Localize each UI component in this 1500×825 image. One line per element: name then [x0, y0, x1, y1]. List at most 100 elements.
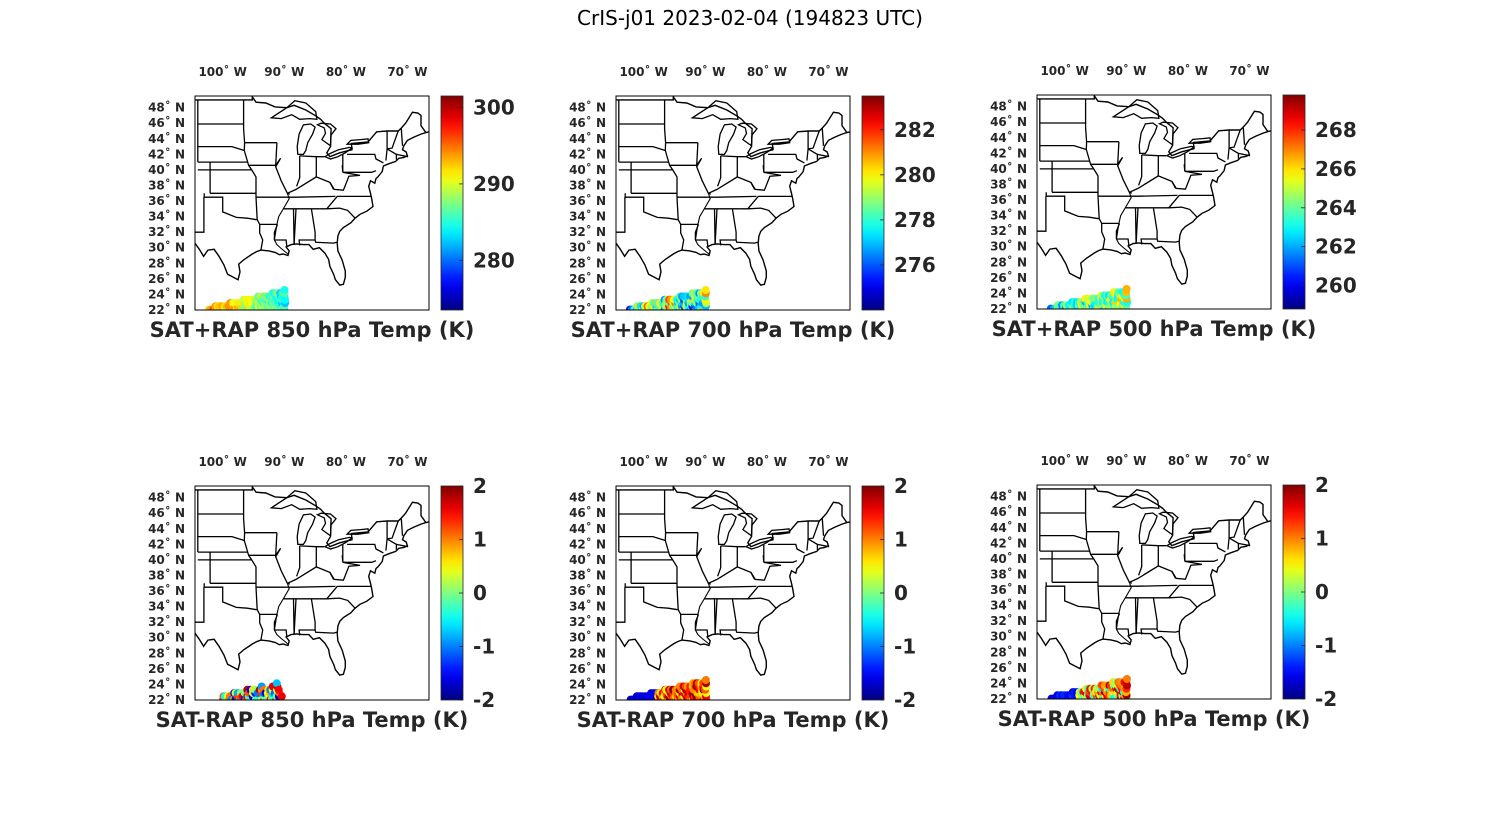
lake-outline	[717, 123, 737, 156]
state-border	[242, 99, 246, 151]
state-border	[1045, 582, 1099, 610]
state-border	[1129, 175, 1177, 193]
colorbar-tick-label: 1	[1315, 527, 1329, 551]
state-border	[750, 171, 782, 191]
state-border	[1141, 544, 1167, 547]
state-border	[1141, 154, 1167, 157]
state-border	[314, 629, 337, 634]
state-border	[1116, 141, 1124, 167]
lake-outline	[1111, 98, 1160, 120]
lat-tick-label: 28˚ N	[148, 645, 185, 660]
lake-outline	[1157, 511, 1179, 537]
lat-tick-label: 42˚ N	[569, 146, 606, 161]
state-border	[255, 587, 278, 616]
lake-outline	[744, 146, 775, 160]
state-border	[400, 518, 404, 536]
lat-tick-label: 26˚ N	[148, 271, 185, 286]
lat-tick-label: 32˚ N	[990, 223, 1027, 238]
state-border	[286, 195, 336, 198]
state-border	[1168, 206, 1198, 218]
state-border	[719, 598, 737, 636]
lat-tick-label: 44˚ N	[990, 520, 1027, 535]
state-border	[663, 489, 667, 541]
state-border	[1242, 517, 1246, 535]
state-border	[293, 208, 297, 245]
observation-point	[1122, 285, 1131, 293]
lat-tick-label: 48˚ N	[148, 490, 185, 505]
state-border	[259, 614, 264, 641]
state-border	[255, 197, 278, 226]
state-border	[1116, 628, 1130, 636]
lat-tick-label: 24˚ N	[569, 676, 606, 691]
state-border	[396, 153, 409, 158]
state-border	[274, 239, 288, 247]
state-border	[329, 561, 361, 581]
state-border	[1140, 597, 1158, 635]
state-border	[821, 518, 825, 536]
lake-outline	[345, 138, 370, 145]
colorbar-labels: 276 278 280 282	[894, 118, 936, 277]
lon-tick-label: 70˚ W	[808, 64, 848, 79]
state-border	[286, 585, 336, 588]
state-border	[762, 544, 765, 563]
lat-tick-label: 30˚ N	[569, 240, 606, 255]
map-geography	[1037, 95, 1271, 309]
colorbar-tick-label: 266	[1315, 157, 1357, 181]
state-border	[740, 195, 793, 210]
observation-swath	[625, 286, 711, 310]
lon-tick-label: 90˚ W	[1106, 453, 1146, 468]
state-border	[295, 155, 301, 187]
state-border	[400, 128, 404, 146]
state-border	[295, 545, 301, 577]
state-border	[243, 540, 257, 588]
state-border	[807, 148, 819, 160]
colorbar-labels: -2 -1 0 1 2	[473, 474, 495, 712]
state-border	[386, 538, 398, 550]
lat-tick-label: 38˚ N	[990, 177, 1027, 192]
state-border	[680, 614, 685, 641]
state-border	[735, 239, 758, 244]
observation-point	[277, 692, 286, 700]
state-border	[696, 166, 712, 195]
state-border	[750, 561, 782, 581]
state-border	[1183, 543, 1186, 562]
state-border	[616, 197, 626, 233]
colorbar-labels: -2 -1 0 1 2	[1315, 473, 1337, 711]
state-border	[821, 128, 825, 146]
lat-tick-label: 22˚ N	[990, 691, 1027, 706]
lat-tick-label: 38˚ N	[148, 178, 185, 193]
lat-tick-label: 46˚ N	[569, 115, 606, 130]
state-border	[243, 150, 257, 198]
lat-tick-label: 38˚ N	[990, 567, 1027, 582]
state-border	[676, 197, 699, 226]
state-border	[326, 597, 356, 609]
panel-title: SAT+RAP 850 hPa Temp (K)	[149, 318, 475, 342]
state-border	[1039, 534, 1087, 541]
lon-tick-label: 70˚ W	[1229, 453, 1269, 468]
lat-tick-label: 32˚ N	[148, 224, 185, 239]
lat-tick-label: 40˚ N	[990, 161, 1027, 176]
observation-point	[280, 286, 289, 294]
lat-tick-label: 48˚ N	[569, 490, 606, 505]
state-border	[326, 207, 356, 219]
observation-swath	[205, 286, 290, 310]
map-geography	[195, 96, 429, 310]
map-canvas: 100˚ W 90˚ W 80˚ W 70˚ W 48˚ N46˚ N44˚ N42˚ …	[148, 64, 515, 317]
lake-outline	[736, 512, 758, 538]
colorbar-tick-label: -1	[894, 635, 916, 659]
state-border	[242, 489, 246, 541]
map-frame	[615, 485, 851, 701]
lat-tick-label: 32˚ N	[569, 224, 606, 239]
state-border	[1135, 207, 1139, 244]
state-border	[1084, 98, 1088, 150]
lon-tick-label: 80˚ W	[326, 454, 366, 469]
lat-tick-label: 28˚ N	[569, 645, 606, 660]
lat-tick-label: 28˚ N	[990, 644, 1027, 659]
lon-tick-label: 100˚ W	[619, 454, 667, 469]
state-border	[1184, 559, 1219, 562]
lat-tick-label: 44˚ N	[148, 521, 185, 536]
state-border	[1156, 238, 1179, 243]
lat-tick-label: 36˚ N	[569, 583, 606, 598]
state-border	[1227, 130, 1230, 160]
colorbar-tick-label: 278	[894, 208, 936, 232]
